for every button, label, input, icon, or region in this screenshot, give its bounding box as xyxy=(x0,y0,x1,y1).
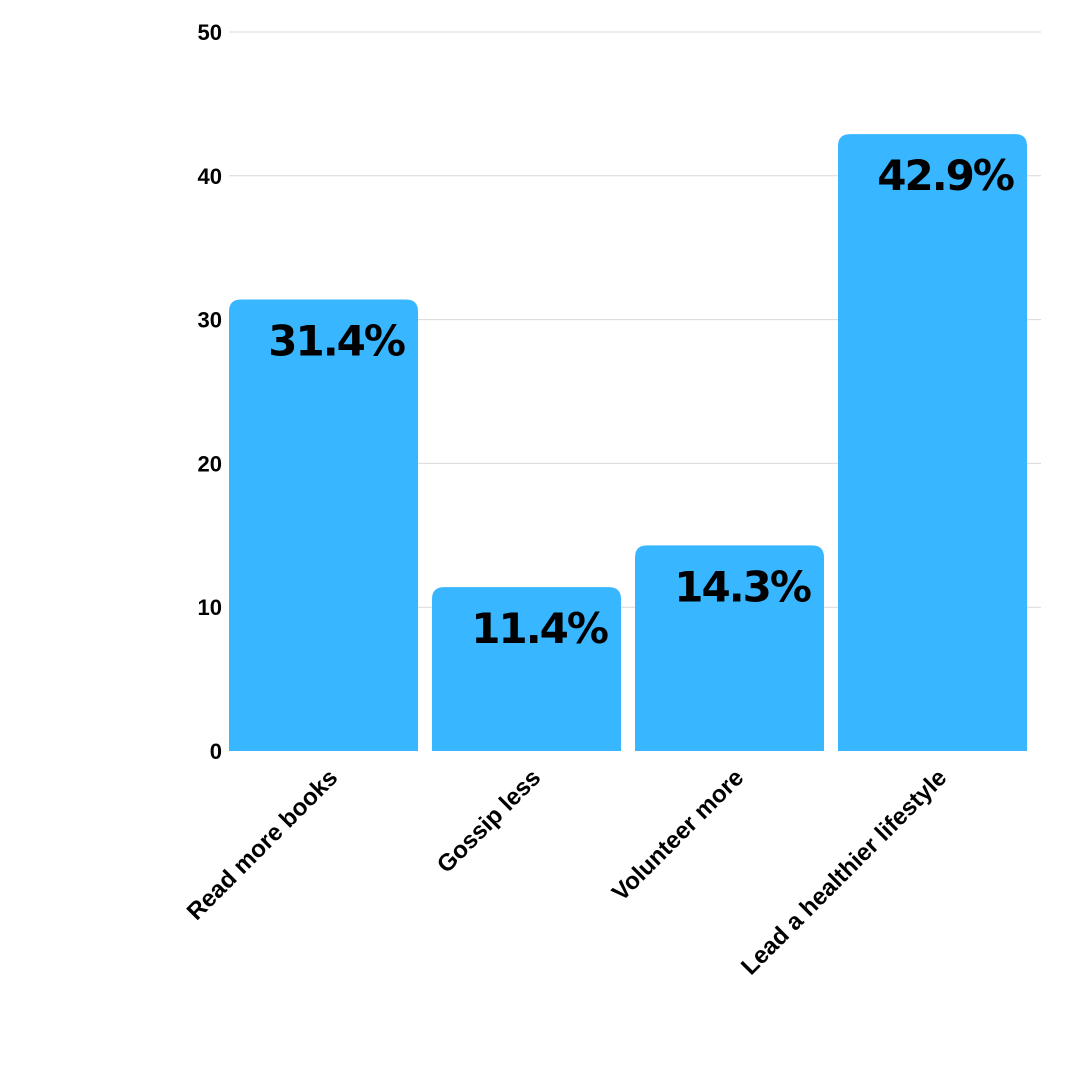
bar-3 xyxy=(635,545,824,751)
data-label-3: 14.3% xyxy=(674,562,811,611)
y-tick-label: 30 xyxy=(198,308,222,333)
bar-4 xyxy=(838,134,1027,751)
x-tick-label-1: Read more books xyxy=(182,764,343,925)
y-tick-label: 40 xyxy=(198,164,222,189)
y-tick-label: 50 xyxy=(198,20,222,45)
x-axis-tick-labels: Read more books Gossip less Volunteer more… xyxy=(182,764,952,980)
data-label-4: 42.9% xyxy=(877,151,1014,200)
y-tick-label: 20 xyxy=(198,451,222,476)
y-tick-label: 10 xyxy=(198,595,222,620)
bar-2 xyxy=(432,587,621,751)
x-tick-label-2: Gossip less xyxy=(432,764,546,878)
data-label-1: 31.4% xyxy=(268,316,405,365)
x-tick-label-4: Lead a healthier lifestyle xyxy=(736,764,952,980)
bar-1 xyxy=(229,299,418,751)
data-label-2: 11.4% xyxy=(471,604,608,653)
data-labels: 31.4% 11.4% 14.3% 42.9% xyxy=(268,151,1016,653)
x-tick-label-3: Volunteer more xyxy=(607,764,749,906)
bars xyxy=(229,134,1027,751)
y-axis-tick-labels: 0 10 20 30 40 50 xyxy=(198,20,222,764)
y-tick-label: 0 xyxy=(210,739,222,764)
